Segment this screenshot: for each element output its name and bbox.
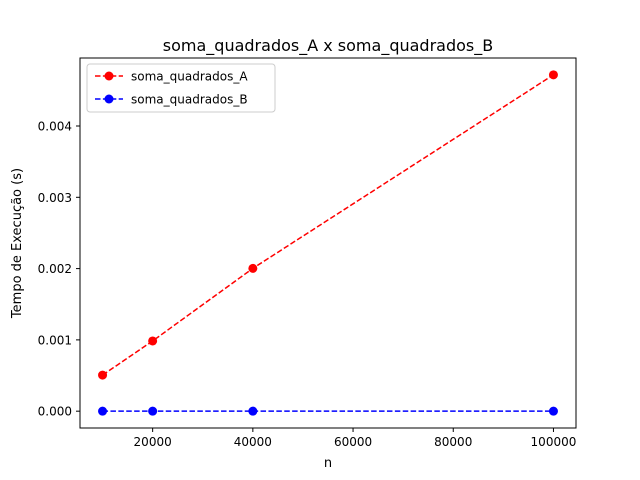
y-tick-label: 0.002 [38, 262, 72, 276]
data-point [98, 370, 108, 380]
data-point [148, 336, 158, 346]
x-tick-label: 20000 [134, 435, 172, 449]
plot-area: 20000 40000 60000 80000 100000 0.000 0.001 0.00… [38, 57, 577, 449]
y-tick-label: 0.003 [38, 191, 72, 205]
data-point [548, 70, 558, 80]
legend: soma_quadrados_A soma_quadrados_B [86, 63, 276, 113]
x-axis-label: n [324, 456, 332, 471]
y-tick-label: 0.004 [38, 120, 72, 134]
data-point [248, 406, 258, 416]
data-point [148, 406, 158, 416]
x-tick-label: 100000 [531, 435, 577, 449]
data-point [548, 406, 558, 416]
legend-label-0: soma_quadrados_A [131, 70, 248, 84]
legend-label-1: soma_quadrados_B [131, 93, 248, 107]
series-line-0 [102, 74, 554, 376]
chart-title: soma_quadrados_A x soma_quadrados_B [163, 36, 493, 56]
axes-frame [79, 57, 577, 429]
legend-box [86, 63, 276, 113]
x-tick-label: 40000 [234, 435, 272, 449]
legend-marker-0 [104, 71, 114, 81]
y-tick-label: 0.001 [38, 333, 72, 347]
data-point [248, 263, 258, 273]
data-point [98, 406, 108, 416]
x-tick-label: 60000 [334, 435, 372, 449]
x-tick-label: 80000 [434, 435, 472, 449]
legend-marker-1 [104, 94, 114, 104]
y-tick-label: 0.000 [38, 405, 72, 419]
y-axis-label: Tempo de Execução (s) [10, 168, 25, 319]
